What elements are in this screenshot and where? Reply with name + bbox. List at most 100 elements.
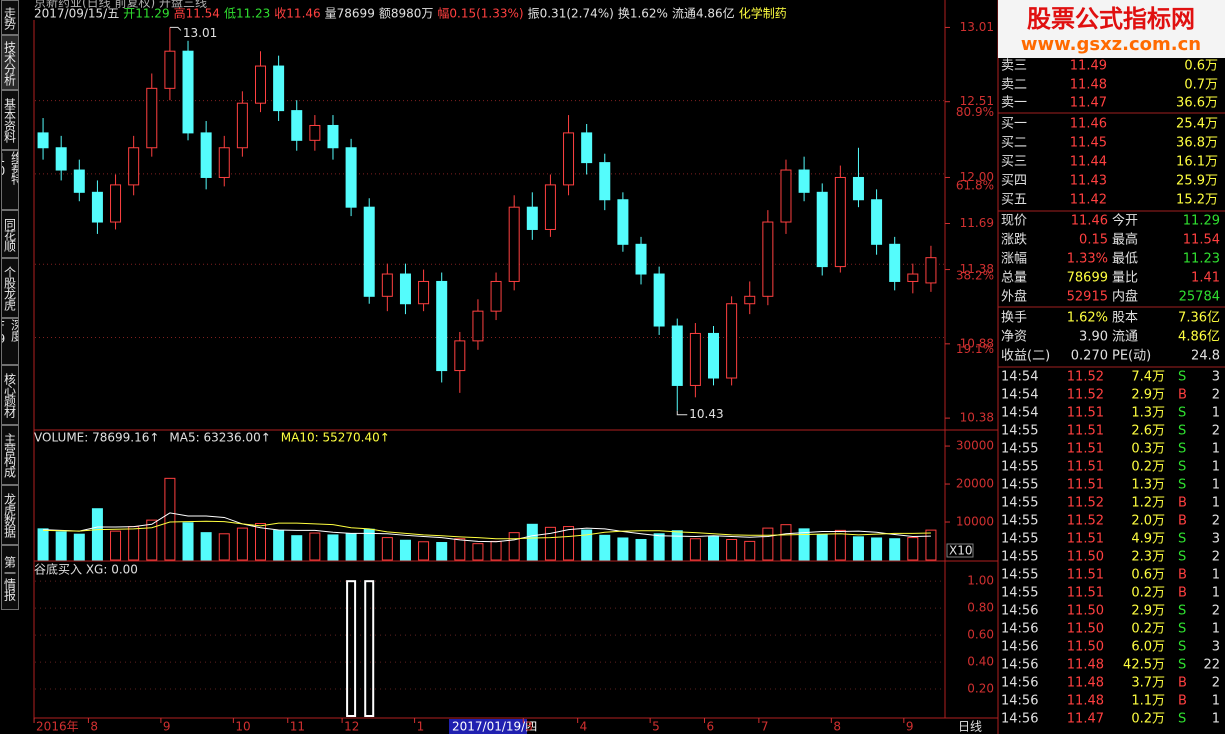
sidebar-tab[interactable]: 主营构成	[1, 425, 19, 485]
cursor-date-box	[449, 719, 527, 734]
y-tick-label: 0.40	[967, 655, 994, 669]
volume-bar	[490, 540, 502, 561]
trade-volume: 1.3万	[1131, 478, 1165, 493]
candle-body	[816, 191, 828, 268]
sidebar-tab[interactable]: 走势	[1, 0, 19, 35]
x-tick-label: 9	[163, 720, 171, 734]
trade-volume: 6.0万	[1131, 640, 1165, 655]
volume-bar	[871, 537, 883, 561]
candle-body	[291, 110, 303, 141]
volume-bar	[37, 528, 49, 561]
trade-price: 11.48	[1067, 676, 1104, 691]
sidebar: 走势 技术分析 基本资料 维赛特10 同花顺 个股龙虎 深度F9 核心题材 主营构成 龙虎数据 第一…	[0, 0, 33, 612]
info-field: 收11.46	[274, 7, 320, 21]
quote-label: PE(动)	[1112, 349, 1151, 364]
book-price: 11.44	[1070, 155, 1107, 170]
info-field: 幅0.15(1.33%)	[437, 6, 523, 21]
volume-bar	[599, 534, 611, 561]
low-annotation: 10.43	[689, 407, 723, 421]
quote-label: 收益(二)	[1001, 349, 1050, 364]
candle-body	[73, 169, 85, 193]
quote-value: 78699	[1067, 271, 1108, 286]
book-volume: 25.9万	[1176, 174, 1218, 189]
trade-count: 1	[1212, 694, 1220, 709]
trade-time: 14:55	[1001, 586, 1038, 601]
sidebar-tab[interactable]: 深度F9	[1, 318, 19, 365]
volume-bar	[255, 523, 266, 561]
book-volume: 25.4万	[1176, 117, 1218, 132]
quote-value: 25784	[1179, 290, 1220, 305]
candle-body	[708, 332, 719, 379]
quote-value: 11.29	[1183, 214, 1220, 229]
sidebar-tab[interactable]: 技术分析	[1, 35, 19, 90]
volume-bar	[689, 538, 701, 561]
candle-body	[798, 169, 810, 193]
sidebar-tab[interactable]: 个股龙虎	[1, 258, 19, 318]
volume-bar	[128, 526, 140, 561]
window-title: 京新药业(日线 前复权) 开盘三线	[34, 0, 207, 10]
logo-url: www.gsxz.com.cn	[1021, 34, 1201, 55]
cursor-date: 2017/01/19/四	[452, 720, 537, 734]
sidebar-tab[interactable]: 龙虎数据	[1, 485, 19, 545]
candle-body	[218, 147, 230, 178]
trade-price: 11.51	[1067, 478, 1104, 493]
trade-side: S	[1178, 640, 1186, 655]
candle-body	[327, 124, 339, 149]
candle-body	[599, 162, 611, 201]
indicator-stick	[364, 580, 375, 718]
quote-value: 1.33%	[1067, 252, 1108, 267]
candle-body	[110, 184, 122, 223]
trade-count: 1	[1212, 568, 1220, 583]
trade-side: S	[1178, 712, 1186, 727]
trade-count: 2	[1212, 514, 1220, 529]
trade-price: 11.51	[1067, 532, 1104, 547]
period-label[interactable]: 日线	[958, 720, 982, 734]
y-tick-label: 30000	[956, 439, 994, 453]
fib-label: 61.8%	[956, 178, 994, 192]
candle-body	[526, 206, 538, 230]
quote-value: 11.23	[1183, 252, 1220, 267]
trade-time: 14:55	[1001, 532, 1038, 547]
sidebar-tab[interactable]: 基本资料	[1, 90, 19, 150]
trade-count: 3	[1212, 370, 1220, 385]
trade-volume: 0.6万	[1131, 568, 1165, 583]
trade-volume: 0.2万	[1131, 712, 1165, 727]
trade-volume: 0.2万	[1131, 460, 1165, 475]
quote-label: 最高	[1112, 232, 1138, 248]
y-tick-label: 12.00	[960, 170, 994, 184]
volume-bar	[91, 508, 103, 561]
info-field: 额8980万	[379, 7, 434, 21]
trade-time: 14:56	[1001, 676, 1038, 691]
volume-bar	[218, 533, 230, 561]
volume-bar	[708, 535, 719, 561]
y-tick-label: 1.00	[967, 574, 994, 588]
info-field: 低11.23	[224, 7, 270, 21]
trade-volume: 2.9万	[1131, 604, 1165, 619]
sidebar-tab[interactable]: 核心题材	[1, 365, 19, 425]
info-field: 高11.54	[174, 6, 220, 21]
trade-price: 11.51	[1067, 586, 1104, 601]
candle-body	[273, 65, 285, 112]
volume-header: MA5: 63236.00↑	[169, 431, 270, 445]
volume-bar	[635, 538, 647, 561]
candle-body	[309, 124, 321, 141]
trade-price: 11.51	[1067, 424, 1104, 439]
candle-body	[581, 132, 593, 164]
trade-side: S	[1178, 406, 1186, 421]
trade-side: B	[1178, 568, 1187, 583]
sidebar-tab[interactable]: 第一情报	[1, 545, 19, 610]
trade-count: 2	[1212, 550, 1220, 565]
trade-side: B	[1178, 694, 1187, 709]
trade-time: 14:56	[1001, 640, 1038, 655]
trade-time: 14:55	[1001, 460, 1038, 475]
quote-value: 0.270	[1071, 349, 1108, 364]
y-tick-label: 0.80	[967, 601, 994, 615]
trade-time: 14:55	[1001, 496, 1038, 511]
sidebar-tab[interactable]: 维赛特10	[1, 150, 19, 210]
x-tick-label: 9	[906, 720, 914, 734]
trade-count: 1	[1212, 622, 1220, 637]
sidebar-tab[interactable]: 同花顺	[1, 210, 19, 258]
volume-bar	[73, 533, 85, 561]
indicator-header: 谷底买入 XG: 0.00	[34, 562, 138, 577]
trade-side: S	[1178, 478, 1186, 493]
